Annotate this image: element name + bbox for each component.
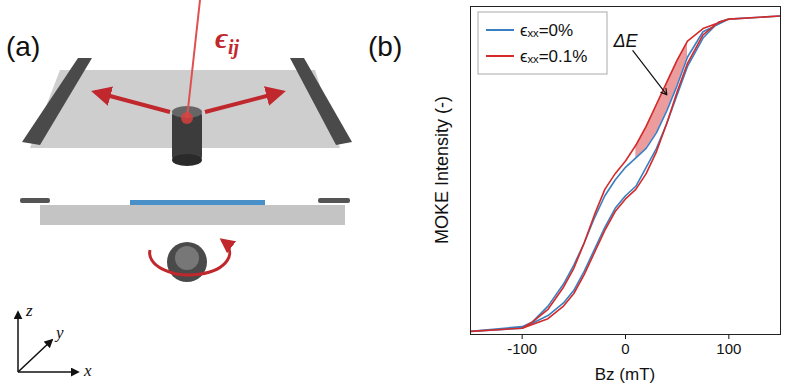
svg-text:ΔE: ΔE	[612, 31, 638, 51]
svg-text:100: 100	[716, 340, 741, 357]
svg-text:0: 0	[621, 340, 629, 357]
svg-text:(b): (b)	[368, 31, 402, 62]
svg-text:(a): (a)	[6, 31, 40, 62]
svg-text:ϵij: ϵij	[215, 21, 239, 59]
svg-text:MOKE Intensity (-): MOKE Intensity (-)	[432, 96, 452, 244]
svg-text:z: z	[25, 301, 33, 320]
svg-text:ϵₓₓ=0%: ϵₓₓ=0%	[520, 21, 573, 40]
svg-text:x: x	[83, 361, 92, 380]
svg-text:Bz (mT): Bz (mT)	[595, 365, 655, 384]
svg-text:y: y	[54, 323, 64, 342]
svg-text:-100: -100	[507, 340, 537, 357]
svg-text:ϵₓₓ=0.1%: ϵₓₓ=0.1%	[520, 47, 587, 66]
